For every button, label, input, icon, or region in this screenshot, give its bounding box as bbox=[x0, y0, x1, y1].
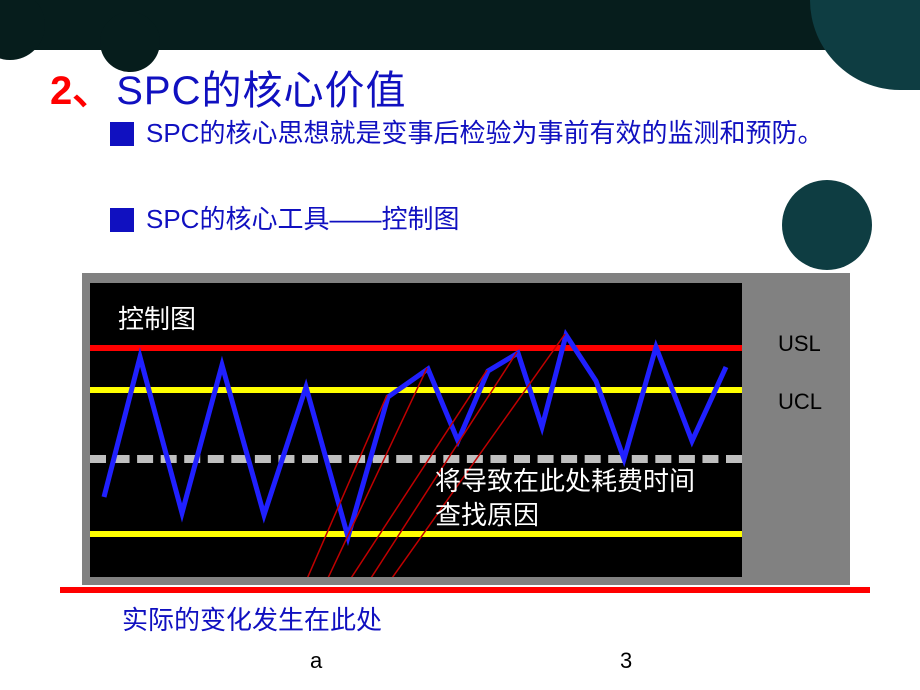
lsl-line bbox=[60, 587, 870, 593]
chart-annotation-inside: 将导致在此处耗费时间 查找原因 bbox=[435, 465, 695, 533]
bullet-2-text: SPC的核心工具——控制图 bbox=[146, 202, 459, 237]
control-chart: 控制图 bbox=[90, 283, 742, 577]
title-text: SPC的核心价值 bbox=[116, 58, 406, 116]
annotation-line1: 将导致在此处耗费时间 bbox=[435, 465, 695, 499]
bullet-1: SPC的核心思想就是变事后检验为事前有效的监测和预防。 bbox=[110, 116, 830, 151]
slide-title: 2、 SPC的核心价值 bbox=[50, 58, 407, 116]
bullet-square-icon bbox=[110, 122, 134, 146]
bullet-2: SPC的核心工具——控制图 bbox=[110, 202, 710, 237]
chart-annotation-below: 实际的变化发生在此处 bbox=[122, 600, 382, 637]
page-number: 3 bbox=[620, 648, 632, 674]
bullet-1-text: SPC的核心思想就是变事后检验为事前有效的监测和预防。 bbox=[146, 116, 823, 151]
ucl-label: UCL bbox=[764, 383, 836, 421]
decor-circle-1 bbox=[0, 0, 45, 60]
annotation-line2: 查找原因 bbox=[435, 499, 695, 533]
bullet-square-icon bbox=[110, 208, 134, 232]
footer-left-label: a bbox=[310, 648, 322, 674]
chart-svg bbox=[90, 283, 742, 577]
decor-corner bbox=[810, 0, 920, 90]
decor-circle-3 bbox=[782, 180, 872, 270]
title-number: 2、 bbox=[50, 58, 112, 116]
usl-label: USL bbox=[764, 325, 835, 363]
